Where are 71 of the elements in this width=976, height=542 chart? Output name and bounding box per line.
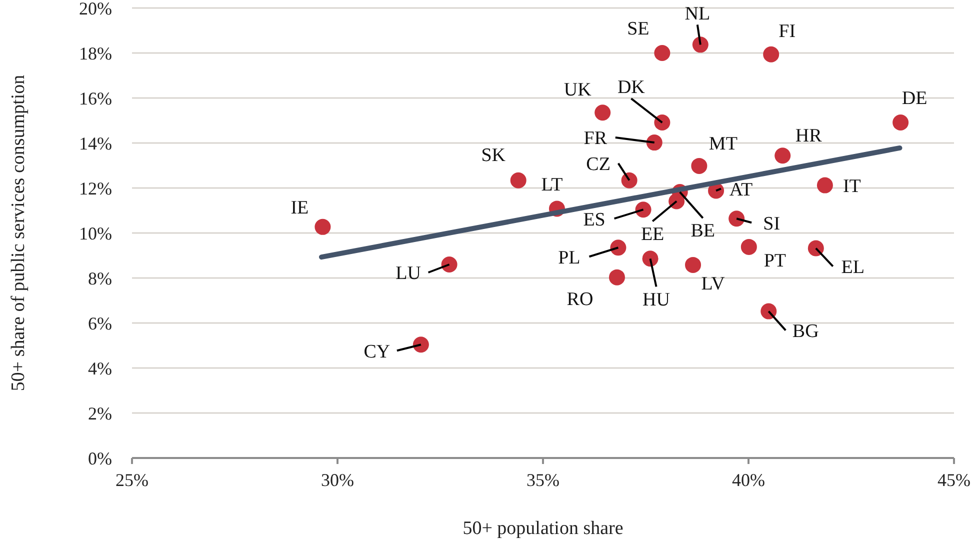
- annotation: LV: [701, 274, 726, 295]
- annotation: SE: [627, 18, 650, 40]
- annotation: DK: [617, 77, 646, 98]
- x-axis-title: 50+ population share: [462, 518, 624, 539]
- y-tick-label: 0%: [88, 448, 112, 468]
- x-tick-label: 40%: [732, 470, 765, 490]
- annotation: AT: [729, 179, 754, 200]
- point: [654, 114, 670, 131]
- point: [621, 172, 638, 188]
- point: [642, 250, 658, 267]
- annotation: PL: [558, 247, 580, 268]
- y-tick-label: 4%: [88, 358, 112, 378]
- annotation: EE: [640, 224, 664, 245]
- x-tick-label: 35%: [526, 470, 560, 490]
- point: [763, 46, 780, 62]
- annotation: ES: [583, 209, 606, 230]
- point: [692, 36, 708, 53]
- annotation: LT: [541, 174, 564, 196]
- annotation: CZ: [586, 154, 610, 175]
- annotation: SK: [481, 145, 506, 166]
- point: [816, 177, 833, 194]
- annotation: LU: [396, 263, 422, 284]
- annotation: BE: [690, 220, 716, 242]
- y-tick-label: 6%: [88, 313, 112, 334]
- point: [610, 240, 626, 256]
- point: [760, 303, 777, 320]
- y-tick-label: 8%: [88, 268, 112, 288]
- point: [728, 210, 745, 227]
- annotation: PT: [764, 250, 786, 272]
- x-tick-label: 30%: [321, 470, 354, 490]
- point: [691, 158, 708, 174]
- x-tick-label: 25%: [116, 470, 148, 490]
- annotation: CY: [364, 341, 390, 362]
- point: [668, 193, 685, 210]
- annotation: FI: [778, 21, 796, 42]
- point: [646, 134, 662, 151]
- point: [740, 238, 757, 255]
- y-tick-label: 20%: [79, 0, 112, 18]
- annotation: IE: [290, 198, 309, 219]
- annotation: DE: [902, 88, 928, 110]
- point: [635, 202, 652, 218]
- annotation: BG: [792, 320, 820, 342]
- point: [441, 256, 458, 272]
- annotation: UK: [564, 79, 592, 100]
- point: [608, 269, 625, 286]
- y-tick-label: 12%: [79, 178, 112, 198]
- point: [412, 336, 429, 353]
- point: [594, 104, 611, 121]
- annotation: FR: [584, 128, 608, 150]
- point: [774, 148, 791, 164]
- x-tick-label: 45%: [938, 470, 970, 490]
- point: [808, 240, 824, 256]
- point: [314, 218, 331, 235]
- point: [654, 45, 670, 61]
- annotation: MT: [708, 134, 738, 155]
- annotation: HU: [642, 289, 670, 310]
- y-tick-label: 18%: [79, 43, 112, 64]
- annotation: RO: [566, 288, 594, 310]
- annotation: IT: [842, 176, 862, 197]
- point: [892, 114, 909, 131]
- y-tick-label: 14%: [79, 133, 112, 154]
- y-tick-label: 10%: [79, 223, 112, 244]
- annotation: EL: [841, 256, 865, 278]
- annotation: NL: [684, 3, 710, 24]
- point: [685, 256, 702, 273]
- annotation: HR: [795, 125, 822, 146]
- y-tick-label: 2%: [88, 403, 112, 424]
- y-axis-title: 50+ share of public services consumption: [8, 74, 29, 392]
- annotation: SI: [763, 213, 780, 234]
- y-tick-label: 16%: [79, 88, 112, 108]
- point: [510, 172, 526, 188]
